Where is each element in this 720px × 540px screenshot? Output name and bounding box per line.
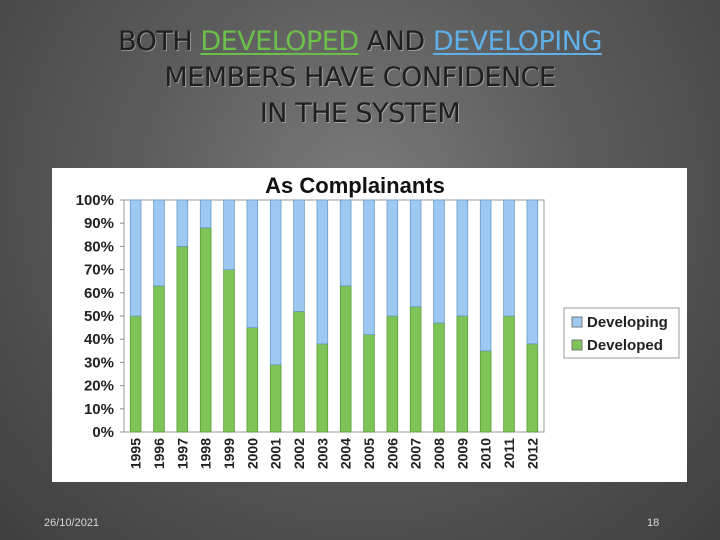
x-tick-label: 1999 bbox=[221, 438, 237, 469]
bar-developing bbox=[199, 199, 212, 229]
bar-developing bbox=[526, 199, 539, 345]
y-tick-label: 0% bbox=[92, 424, 114, 441]
bar-developed bbox=[199, 227, 212, 433]
bar-developing bbox=[363, 199, 375, 335]
bar-developed bbox=[316, 343, 329, 433]
bar-developing bbox=[223, 199, 235, 270]
x-tick-label: 2009 bbox=[454, 438, 470, 469]
footer-date: 26/10/2021 bbox=[44, 517, 100, 529]
chart-title: As Complainants bbox=[265, 173, 445, 198]
x-tick-label: 2005 bbox=[361, 438, 377, 469]
x-tick-label: 2008 bbox=[431, 438, 447, 469]
y-tick-label: 70% bbox=[84, 262, 114, 279]
chart-panel: As Complainants 0% 10% 20% 30% 40% 50% 60% 70% 8… bbox=[52, 168, 687, 482]
bar-developed bbox=[269, 364, 282, 433]
y-axis: 0% 10% 20% 30% 40% 50% 60% 70% 80% 90% 100% bbox=[76, 192, 545, 441]
y-tick-label: 10% bbox=[84, 401, 114, 418]
bar-developed bbox=[433, 322, 445, 433]
x-tick-label: 2004 bbox=[338, 438, 354, 469]
bars-group bbox=[129, 199, 539, 433]
bar-developing bbox=[246, 199, 259, 328]
x-tick-label: 1997 bbox=[174, 438, 190, 469]
legend: Developing Developed bbox=[563, 307, 680, 359]
bar-developing bbox=[153, 199, 165, 287]
x-tick-label: 2002 bbox=[291, 438, 307, 469]
bar-developed bbox=[293, 310, 305, 433]
bar-developing bbox=[386, 199, 399, 317]
title-line-3: IN THE SYSTEM bbox=[259, 98, 461, 129]
legend-box bbox=[563, 307, 680, 359]
bar-developed bbox=[526, 343, 539, 433]
bar-developed bbox=[129, 315, 142, 433]
bar-developing bbox=[316, 199, 329, 345]
y-tick-label: 100% bbox=[76, 192, 114, 209]
x-axis: 1995 1996 1997 1998 1999 2000 2001 2002 2003 2004… bbox=[128, 438, 541, 469]
x-tick-label: 2001 bbox=[268, 438, 284, 469]
bar-developed bbox=[409, 306, 422, 433]
legend-label: Developed bbox=[587, 337, 663, 354]
bar-developed bbox=[386, 315, 399, 433]
x-tick-label: 1998 bbox=[198, 438, 214, 469]
x-tick-label: 2000 bbox=[244, 438, 260, 469]
page-number: 18 bbox=[647, 517, 660, 529]
title-word-both: BOTH bbox=[118, 26, 193, 57]
x-tick-label: 1995 bbox=[128, 438, 144, 469]
legend-swatch bbox=[571, 316, 583, 328]
title-line-2: MEMBERS HAVE CONFIDENCE bbox=[164, 62, 556, 93]
bar-developed bbox=[153, 285, 165, 433]
y-tick-label: 30% bbox=[84, 354, 114, 371]
bar-developed bbox=[176, 246, 189, 433]
x-tick-label: 2006 bbox=[384, 438, 400, 469]
stacked-bar-chart: As Complainants 0% 10% 20% 30% 40% 50% 60% 70% 8… bbox=[76, 173, 680, 469]
x-tick-label: 2003 bbox=[314, 438, 330, 469]
title-word-developing: DEVELOPING bbox=[432, 26, 603, 57]
bar-developing bbox=[293, 199, 305, 312]
bar-developing bbox=[409, 199, 422, 308]
x-tick-label: 2010 bbox=[478, 438, 494, 469]
x-tick-label: 2007 bbox=[408, 438, 424, 469]
bar-developed bbox=[456, 315, 469, 433]
title-word-developed: DEVELOPED bbox=[200, 26, 359, 57]
slide-title: BOTH DEVELOPED AND DEVELOPING MEMBERS HA… bbox=[0, 24, 720, 132]
bar-developed bbox=[363, 334, 375, 433]
legend-swatch bbox=[571, 339, 583, 351]
bar-developing bbox=[503, 199, 515, 317]
bar-developing bbox=[456, 199, 469, 317]
x-tick-label: 2012 bbox=[524, 438, 540, 469]
bar-developed bbox=[339, 285, 352, 433]
y-tick-label: 60% bbox=[84, 285, 114, 302]
bar-developed bbox=[479, 350, 492, 433]
bar-developing bbox=[433, 199, 445, 324]
bar-developing bbox=[269, 199, 282, 366]
legend-label: Developing bbox=[587, 314, 668, 331]
y-tick-label: 50% bbox=[84, 308, 114, 325]
y-tick-label: 40% bbox=[84, 331, 114, 348]
y-tick-label: 80% bbox=[84, 238, 114, 255]
bar-developed bbox=[223, 269, 235, 433]
y-tick-label: 20% bbox=[84, 378, 114, 395]
bar-developing bbox=[479, 199, 492, 352]
bar-developing bbox=[176, 199, 189, 247]
x-tick-label: 1996 bbox=[151, 438, 167, 469]
bar-developed bbox=[246, 327, 259, 433]
bar-developing bbox=[339, 199, 352, 287]
title-line-1: BOTH DEVELOPED AND DEVELOPING bbox=[0, 24, 720, 60]
bar-developed bbox=[503, 315, 515, 433]
x-tick-label: 2011 bbox=[501, 438, 517, 469]
y-tick-label: 90% bbox=[84, 215, 114, 232]
title-word-and: AND bbox=[366, 26, 425, 57]
bar-developing bbox=[129, 199, 142, 317]
